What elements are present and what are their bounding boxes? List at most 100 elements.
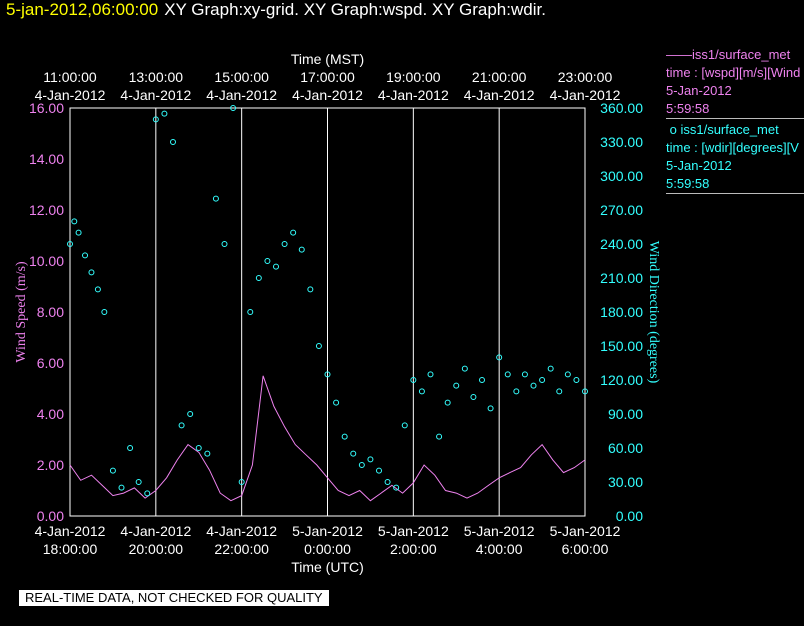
wdir-data-point (75, 229, 82, 236)
wdir-data-point (88, 269, 95, 276)
legend-wspd-station: ——iss1/surface_met (666, 47, 791, 62)
wdir-data-point (384, 479, 391, 485)
wdir-data-point (170, 139, 176, 145)
wdir-data-point (101, 309, 108, 315)
wdir-data-point (238, 479, 245, 485)
top-tick-time: 17:00:00 (300, 69, 355, 85)
right-tick-label: 240.00 (600, 236, 643, 252)
top-tick-time: 19:00:00 (386, 69, 441, 85)
wdir-data-point (109, 467, 116, 474)
wdir-data-point (315, 343, 322, 349)
right-tick-label: 0.00 (616, 508, 643, 524)
wdir-data-point (281, 241, 288, 247)
legend-wspd-date: 5-Jan-2012 (666, 83, 732, 98)
wdir-data-point (436, 433, 443, 440)
left-tick-label: 6.00 (37, 355, 64, 371)
bottom-axis-title: Time (UTC) (291, 559, 364, 575)
top-tick-time: 21:00:00 (472, 69, 527, 85)
wdir-data-point (401, 422, 408, 429)
wdir-data-point (71, 218, 78, 225)
bottom-tick-time: 2:00:00 (390, 541, 437, 557)
bottom-tick-date: 4-Jan-2012 (35, 523, 106, 539)
wdir-data-point (161, 110, 168, 117)
top-tick-date: 4-Jan-2012 (378, 87, 449, 103)
wdir-data-point (444, 399, 451, 406)
left-tick-label: 12.00 (29, 202, 64, 218)
wdir-data-point (204, 450, 211, 457)
wdir-data-point (230, 105, 237, 111)
left-tick-label: 2.00 (37, 457, 64, 473)
right-tick-label: 300.00 (600, 168, 643, 184)
bottom-tick-time: 20:00:00 (129, 541, 184, 557)
right-tick-label: 90.00 (608, 406, 643, 422)
wdir-data-point (135, 479, 142, 485)
right-tick-label: 210.00 (600, 270, 643, 286)
legend-wspd-variable: time : [wspd][m/s][Wind (666, 65, 801, 80)
wdir-data-point (298, 246, 305, 253)
bottom-tick-date: 5-Jan-2012 (550, 523, 621, 539)
wdir-data-point (461, 365, 468, 372)
top-tick-date: 4-Jan-2012 (35, 87, 106, 103)
wdir-data-point (479, 377, 485, 383)
chart-header: 5-jan-2012,06:00:00 XY Graph:xy-grid. XY … (6, 0, 546, 20)
left-tick-label: 8.00 (37, 304, 64, 320)
top-tick-time: 11:00:00 (43, 69, 97, 85)
wdir-data-point (82, 252, 89, 259)
bottom-tick-date: 5-Jan-2012 (292, 523, 363, 539)
legend-wdir-date: 5-Jan-2012 (666, 158, 732, 173)
wdir-data-point (144, 490, 151, 497)
right-axis-title: Wind Direction (degrees) (646, 241, 661, 384)
top-tick-date: 4-Jan-2012 (206, 87, 277, 103)
left-axis-title: Wind Speed (m/s) (14, 261, 29, 363)
legend-item-wspd: ——iss1/surface_met time : [wspd][m/s][Wi… (666, 46, 804, 119)
top-tick-date: 4-Jan-2012 (120, 87, 191, 103)
wdir-data-point (255, 275, 262, 281)
wdir-data-point (350, 450, 357, 457)
wdir-data-point (187, 411, 194, 417)
wdir-data-point (152, 116, 159, 123)
wdir-data-point (333, 399, 340, 406)
wdir-data-point (410, 377, 417, 383)
right-tick-label: 120.00 (600, 372, 643, 388)
wdir-data-point (367, 456, 374, 463)
top-tick-date: 4-Jan-2012 (292, 87, 363, 103)
top-tick-time: 23:00:00 (558, 69, 613, 85)
wdir-data-point (556, 388, 563, 395)
wdir-data-point (504, 371, 511, 378)
wdir-data-point (221, 241, 228, 247)
wdir-data-point (178, 422, 185, 429)
left-tick-label: 4.00 (37, 406, 64, 422)
legend-wspd-time: 5:59:58 (666, 101, 710, 116)
right-tick-label: 330.00 (600, 134, 643, 150)
wdir-data-point (453, 382, 460, 389)
legend-wdir-variable: time : [wdir][degrees][V (666, 140, 799, 155)
wdir-data-point (564, 371, 571, 378)
legend-wdir-station: o iss1/surface_met (666, 122, 779, 137)
wdir-data-point (118, 484, 125, 491)
wdir-data-point (376, 467, 382, 474)
wdir-data-point (547, 365, 554, 372)
legend: ——iss1/surface_met time : [wspd][m/s][Wi… (666, 46, 804, 196)
right-tick-label: 60.00 (608, 440, 643, 456)
bottom-tick-time: 6:00:00 (562, 541, 609, 557)
wdir-data-point (530, 382, 537, 389)
top-tick-date: 4-Jan-2012 (464, 87, 535, 103)
right-tick-label: 30.00 (608, 474, 643, 490)
wdir-data-point (573, 377, 580, 383)
wdir-data-point (127, 445, 134, 451)
header-graph-names: XY Graph:xy-grid. XY Graph:wspd. XY Grap… (164, 0, 546, 19)
legend-wdir-time: 5:59:58 (666, 176, 710, 191)
bottom-tick-date: 5-Jan-2012 (464, 523, 535, 539)
wdir-data-point (273, 263, 279, 270)
wdir-data-point (67, 241, 73, 247)
wdir-data-point (487, 405, 494, 412)
wdir-data-point (307, 286, 314, 293)
wdir-data-point (582, 388, 588, 395)
bottom-tick-time: 0:00:00 (304, 541, 351, 557)
wdir-data-point (418, 388, 425, 395)
bottom-tick-date: 4-Jan-2012 (120, 523, 191, 539)
bottom-tick-date: 5-Jan-2012 (378, 523, 449, 539)
wdir-data-point (264, 258, 271, 264)
left-tick-label: 0.00 (37, 508, 64, 524)
